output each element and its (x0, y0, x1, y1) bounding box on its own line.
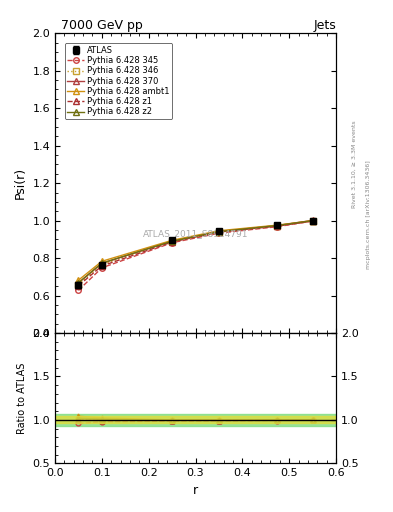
Pythia 6.428 345 (310, 218, 315, 224)
Pythia 6.428 z1 (170, 239, 174, 245)
Pythia 6.428 346 (217, 228, 221, 234)
Pythia 6.428 346 (275, 223, 280, 229)
Pythia 6.428 370 (76, 280, 81, 286)
Line: Pythia 6.428 346: Pythia 6.428 346 (76, 218, 315, 287)
Pythia 6.428 ambt1 (217, 228, 221, 234)
Text: Jets: Jets (313, 19, 336, 32)
Text: mcplots.cern.ch [arXiv:1306.3436]: mcplots.cern.ch [arXiv:1306.3436] (366, 161, 371, 269)
Line: Pythia 6.428 ambt1: Pythia 6.428 ambt1 (76, 218, 315, 283)
Line: Pythia 6.428 370: Pythia 6.428 370 (76, 218, 315, 286)
Legend: ATLAS, Pythia 6.428 345, Pythia 6.428 346, Pythia 6.428 370, Pythia 6.428 ambt1,: ATLAS, Pythia 6.428 345, Pythia 6.428 34… (65, 44, 172, 119)
Text: Rivet 3.1.10, ≥ 3.3M events: Rivet 3.1.10, ≥ 3.3M events (352, 120, 357, 208)
Line: Pythia 6.428 z2: Pythia 6.428 z2 (76, 218, 315, 286)
Pythia 6.428 370 (99, 260, 104, 266)
Pythia 6.428 z2 (76, 280, 81, 286)
Pythia 6.428 370 (310, 218, 315, 224)
Pythia 6.428 ambt1 (170, 237, 174, 243)
Pythia 6.428 346 (99, 262, 104, 268)
Pythia 6.428 z1 (217, 229, 221, 235)
Pythia 6.428 346 (170, 238, 174, 244)
Pythia 6.428 345 (99, 265, 104, 271)
Line: Pythia 6.428 345: Pythia 6.428 345 (76, 219, 315, 293)
Pythia 6.428 z2 (99, 260, 104, 266)
Pythia 6.428 346 (76, 282, 81, 288)
Pythia 6.428 370 (170, 238, 174, 244)
Pythia 6.428 ambt1 (99, 258, 104, 264)
Pythia 6.428 z2 (170, 238, 174, 244)
Y-axis label: Psi(r): Psi(r) (14, 167, 27, 199)
Pythia 6.428 z2 (217, 228, 221, 234)
Pythia 6.428 346 (310, 218, 315, 224)
Pythia 6.428 345 (275, 224, 280, 230)
Pythia 6.428 370 (275, 222, 280, 228)
Pythia 6.428 ambt1 (310, 218, 315, 224)
Y-axis label: Ratio to ATLAS: Ratio to ATLAS (17, 362, 27, 434)
Pythia 6.428 345 (76, 287, 81, 293)
Pythia 6.428 ambt1 (275, 222, 280, 228)
Pythia 6.428 ambt1 (76, 277, 81, 283)
Text: 7000 GeV pp: 7000 GeV pp (61, 19, 142, 32)
Pythia 6.428 345 (217, 230, 221, 236)
Pythia 6.428 370 (217, 228, 221, 234)
Pythia 6.428 z1 (310, 218, 315, 224)
X-axis label: r: r (193, 484, 198, 497)
Pythia 6.428 z1 (99, 263, 104, 269)
Pythia 6.428 z1 (76, 283, 81, 289)
Pythia 6.428 z2 (310, 218, 315, 224)
Pythia 6.428 z1 (275, 223, 280, 229)
Text: ATLAS_2011_S8924791: ATLAS_2011_S8924791 (143, 229, 248, 239)
Pythia 6.428 z2 (275, 222, 280, 228)
Pythia 6.428 345 (170, 240, 174, 246)
Line: Pythia 6.428 z1: Pythia 6.428 z1 (76, 218, 315, 288)
